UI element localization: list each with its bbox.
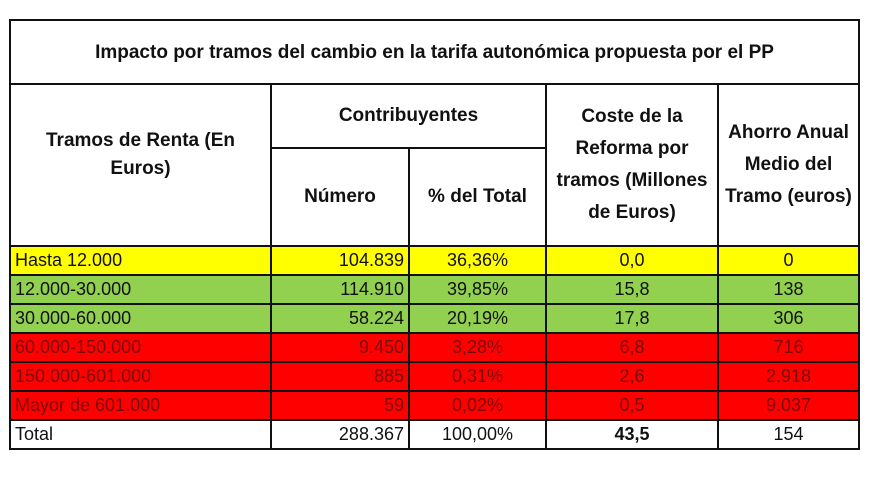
cell-numero: 58.224 — [270, 303, 410, 334]
table-row: 150.000-601.000 885 0,31% 2,6 2.918 — [9, 361, 861, 392]
cell-coste: 0,0 — [545, 245, 719, 276]
table-row: Total 288.367 100,00% 43,5 154 — [9, 419, 861, 450]
cell-tramo: 30.000-60.000 — [9, 303, 272, 334]
table-row: Hasta 12.000 104.839 36,36% 0,0 0 — [9, 245, 861, 276]
cell-tramo: Mayor de 601.000 — [9, 390, 272, 421]
table-row: Mayor de 601.000 59 0,02% 0,5 9.037 — [9, 390, 861, 421]
cell-pct: 0,02% — [408, 390, 547, 421]
cell-pct: 0,31% — [408, 361, 547, 392]
cell-tramo: 12.000-30.000 — [9, 274, 272, 305]
cell-tramo: 150.000-601.000 — [9, 361, 272, 392]
cell-pct: 3,28% — [408, 332, 547, 363]
header-tramos: Tramos de Renta (En Euros) — [9, 83, 272, 247]
cell-coste: 15,8 — [545, 274, 719, 305]
cell-tramo: Hasta 12.000 — [9, 245, 272, 276]
cell-pct: 36,36% — [408, 245, 547, 276]
cell-numero: 59 — [270, 390, 410, 421]
table-title: Impacto por tramos del cambio en la tari… — [8, 19, 861, 85]
header-numero: Número — [270, 147, 410, 247]
cell-numero: 9.450 — [270, 332, 410, 363]
cell-ahorro: 9.037 — [716, 390, 861, 421]
cell-coste: 2,6 — [545, 361, 719, 392]
cell-numero: 104.839 — [270, 245, 410, 276]
cell-numero: 288.367 — [270, 419, 410, 450]
header-ahorro: Ahorro Anual Medio del Tramo (euros) — [716, 83, 861, 247]
tax-impact-table: Impacto por tramos del cambio en la tari… — [8, 19, 861, 450]
cell-coste: 17,8 — [545, 303, 719, 334]
cell-ahorro: 306 — [716, 303, 861, 334]
table-row: 30.000-60.000 58.224 20,19% 17,8 306 — [9, 303, 861, 334]
cell-coste: 6,8 — [545, 332, 719, 363]
cell-numero: 885 — [270, 361, 410, 392]
cell-coste: 0,5 — [545, 390, 719, 421]
table-row: 12.000-30.000 114.910 39,85% 15,8 138 — [9, 274, 861, 305]
cell-ahorro: 0 — [716, 245, 861, 276]
cell-numero: 114.910 — [270, 274, 410, 305]
cell-ahorro: 154 — [716, 419, 861, 450]
cell-coste: 43,5 — [545, 419, 719, 450]
cell-pct: 39,85% — [408, 274, 547, 305]
cell-ahorro: 716 — [716, 332, 861, 363]
header-pct-total: % del Total — [408, 147, 547, 247]
cell-tramo: Total — [9, 419, 272, 450]
cell-ahorro: 138 — [716, 274, 861, 305]
table-row: 60.000-150.000 9.450 3,28% 6,8 716 — [9, 332, 861, 363]
header-coste: Coste de la Reforma por tramos (Millones… — [545, 83, 719, 247]
cell-pct: 100,00% — [408, 419, 547, 450]
cell-pct: 20,19% — [408, 303, 547, 334]
header-contribuyentes: Contribuyentes — [270, 83, 547, 149]
cell-ahorro: 2.918 — [716, 361, 861, 392]
cell-tramo: 60.000-150.000 — [9, 332, 272, 363]
